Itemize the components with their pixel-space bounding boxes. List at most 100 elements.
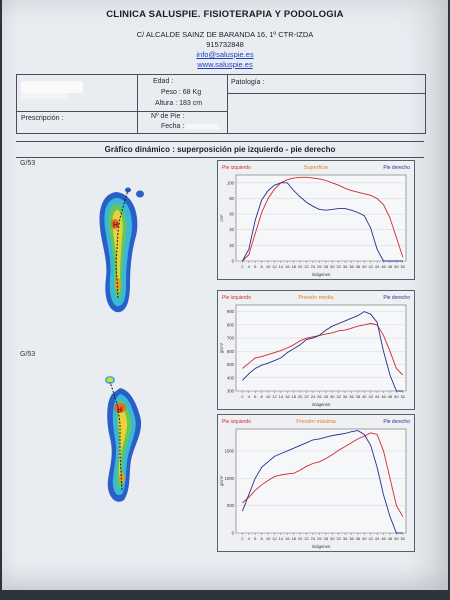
x-tick-label: 10 <box>266 264 271 269</box>
x-tick-label: 30 <box>330 394 335 399</box>
y-tick-label: 1500 <box>225 448 235 453</box>
x-tick-label: 50 <box>394 264 399 269</box>
x-tick-label: 24 <box>311 536 316 541</box>
x-tick-label: 8 <box>261 264 264 269</box>
x-tick-label: 16 <box>285 536 290 541</box>
x-tick-label: 44 <box>375 264 380 269</box>
section-title: Gráfico dinámico : superposición pie izq… <box>16 141 424 158</box>
redacted-name-line2 <box>21 93 69 99</box>
x-tick-label: 34 <box>343 536 348 541</box>
x-tick-label: 44 <box>375 394 380 399</box>
plot-area <box>235 174 407 262</box>
x-tick-label: 10 <box>266 536 271 541</box>
x-tick-label: 44 <box>375 536 380 541</box>
x-tick-label: 52 <box>401 394 406 399</box>
series-line-pie-derecho <box>241 430 403 534</box>
x-tick-label: 10 <box>266 394 271 399</box>
chart-panel-presion-maxima: Pie izquierdo Presión máxima Pie derecho 0 5… <box>217 414 415 552</box>
x-tick-label: 42 <box>368 536 373 541</box>
x-tick-label: 46 <box>381 264 386 269</box>
x-tick-label: 4 <box>248 536 251 541</box>
x-tick-label: 12 <box>272 264 277 269</box>
x-tick-label: 4 <box>248 264 251 269</box>
y-tick-label: 800 <box>227 322 235 327</box>
legend-right-label: Pie derecho <box>383 295 410 301</box>
x-tick-label: 16 <box>285 264 290 269</box>
x-tick-label: 22 <box>304 264 309 269</box>
redacted-name <box>21 81 83 93</box>
clinic-address: C/ ALCALDE SAINZ DE BARANDA 16, 1º CTR-I… <box>136 30 314 39</box>
y-tick-label: 300 <box>227 389 235 394</box>
y-tick-label: 80 <box>229 196 234 201</box>
series-line-pie-izquierdo <box>242 176 404 262</box>
y-axis-label: g/cm² <box>219 475 224 486</box>
y-tick-label: 40 <box>229 227 234 232</box>
x-tick-label: 20 <box>298 394 303 399</box>
redacted-date <box>185 124 219 130</box>
x-tick-label: 4 <box>248 394 251 399</box>
clinic-website-link[interactable]: www.saluspie.es <box>197 60 253 69</box>
footprint-image-1: H <box>99 187 144 313</box>
patologia-cell: Patología : <box>227 75 425 94</box>
footprint-label-1: G/53 <box>20 160 36 167</box>
x-tick-label: 6 <box>254 536 257 541</box>
y-tick-label: 900 <box>227 309 235 314</box>
x-tick-label: 48 <box>388 264 393 269</box>
legend-left-label: Pie izquierdo <box>222 295 251 301</box>
x-tick-label: 20 <box>298 536 303 541</box>
fecha-label: Fecha : <box>161 123 185 130</box>
y-tick-label: 0 <box>232 259 235 264</box>
chart-title: Presión máxima <box>296 419 336 425</box>
clinic-name: CLINICA SALUSPIE. FISIOTERAPIA Y PODOLOG… <box>106 9 344 20</box>
y-tick-label: 20 <box>229 243 234 248</box>
x-tick-label: 48 <box>388 536 393 541</box>
x-tick-label: 24 <box>311 394 316 399</box>
x-tick-label: 52 <box>401 264 406 269</box>
series-line-pie-izquierdo <box>242 432 404 517</box>
footprint-label-2: G/53 <box>20 351 36 358</box>
series-line-pie-izquierdo <box>242 323 404 376</box>
x-tick-label: 34 <box>343 394 348 399</box>
x-tick-label: 36 <box>349 264 354 269</box>
x-tick-label: 40 <box>362 264 367 269</box>
x-tick-label: 28 <box>324 264 329 269</box>
chart-title: Superficie <box>304 165 328 171</box>
y-tick-label: 700 <box>227 336 235 341</box>
x-tick-label: 22 <box>304 394 309 399</box>
footprint-marker-1: H <box>113 222 118 229</box>
y-axis-label: cm² <box>219 214 224 222</box>
x-tick-label: 32 <box>336 536 341 541</box>
x-tick-label: 30 <box>330 264 335 269</box>
edad-label: Edad : <box>153 78 174 85</box>
legend-left-label: Pie izquierdo <box>222 165 251 171</box>
x-tick-label: 38 <box>356 264 361 269</box>
chart-presion-maxima: Pie izquierdo Presión máxima Pie derecho 0 5… <box>219 419 410 549</box>
x-axis-label: imágenes <box>312 272 330 277</box>
x-tick-label: 46 <box>381 394 386 399</box>
x-tick-label: 12 <box>272 536 277 541</box>
pie-fecha-cell: Nº de Pie : Fecha : <box>137 111 228 133</box>
x-tick-label: 26 <box>317 264 322 269</box>
x-axis-label: imágenes <box>312 402 330 407</box>
x-tick-label: 8 <box>261 536 264 541</box>
x-tick-label: 2 <box>241 394 244 399</box>
x-tick-label: 28 <box>324 394 329 399</box>
clinic-email-link[interactable]: info@saluspie.es <box>196 50 254 59</box>
legend-left-label: Pie izquierdo <box>222 419 251 425</box>
legend-right-label: Pie derecho <box>383 165 410 171</box>
x-tick-label: 14 <box>279 264 284 269</box>
patologia-label: Patología : <box>231 79 265 86</box>
y-tick-label: 1000 <box>225 476 235 481</box>
altura-value: Altura : 183 cm <box>155 100 203 107</box>
y-tick-label: 500 <box>227 503 235 508</box>
patient-name-cell <box>17 75 138 112</box>
x-tick-label: 8 <box>261 394 264 399</box>
x-tick-label: 40 <box>362 394 367 399</box>
y-tick-label: 500 <box>227 362 235 367</box>
x-tick-label: 32 <box>336 394 341 399</box>
plot-area <box>235 304 407 392</box>
y-tick-label: 400 <box>227 375 235 380</box>
x-tick-label: 28 <box>324 536 329 541</box>
chart-title: Presión media <box>298 295 334 301</box>
x-tick-label: 42 <box>368 394 373 399</box>
